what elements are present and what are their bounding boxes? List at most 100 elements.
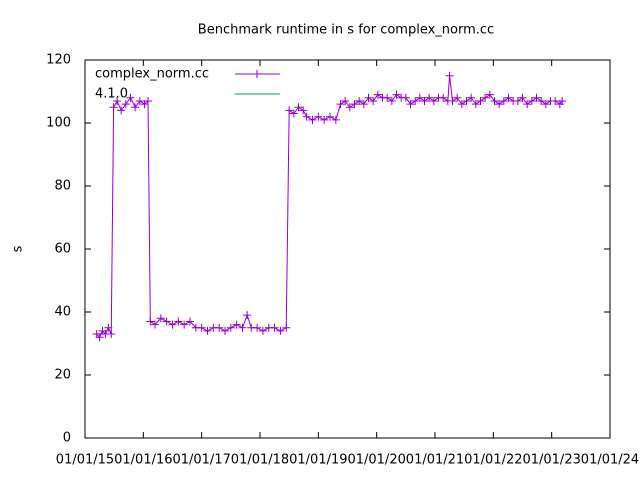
point-marker [174, 317, 183, 326]
point-marker [113, 96, 122, 105]
point-marker [308, 115, 317, 124]
point-marker [457, 100, 466, 109]
x-tick-label: 01/01/23 [522, 453, 580, 468]
point-marker [504, 93, 513, 102]
series-line [96, 75, 563, 339]
point-marker [420, 96, 429, 105]
point-marker [126, 93, 135, 102]
point-marker [448, 96, 457, 105]
y-tick-label: 60 [54, 242, 71, 257]
y-tick-label: 120 [46, 53, 71, 68]
point-marker [180, 320, 189, 329]
point-marker [144, 96, 152, 105]
point-marker [258, 326, 267, 335]
point-marker [558, 96, 567, 105]
x-tick-label: 01/01/16 [114, 453, 172, 468]
point-marker [299, 106, 308, 115]
point-marker [415, 93, 424, 102]
point-marker [135, 96, 144, 105]
point-marker [107, 330, 116, 339]
point-marker [226, 323, 235, 332]
y-tick-label: 100 [46, 116, 71, 131]
point-marker [373, 90, 382, 99]
point-marker [485, 90, 494, 99]
point-marker [523, 100, 532, 109]
point-marker [364, 93, 373, 102]
point-marker [285, 106, 294, 115]
point-marker [429, 96, 438, 105]
point-marker [445, 71, 454, 80]
point-marker [527, 96, 536, 105]
point-marker [411, 96, 420, 105]
x-tick-label: 01/01/17 [172, 453, 230, 468]
y-axis-label: s [11, 245, 26, 252]
legend-marker [253, 70, 261, 78]
x-tick-label: 01/01/15 [56, 453, 114, 468]
point-marker [481, 93, 490, 102]
point-marker [499, 96, 508, 105]
point-marker [238, 323, 247, 332]
point-marker [151, 320, 159, 329]
legend-label: 4.1.0 [95, 87, 128, 102]
point-marker [359, 100, 368, 109]
point-marker [162, 317, 171, 326]
point-marker [336, 100, 345, 109]
point-marker [467, 93, 476, 102]
point-marker [282, 323, 291, 332]
point-marker [537, 96, 546, 105]
point-marker [294, 103, 303, 112]
point-marker [341, 96, 350, 105]
point-marker [197, 323, 206, 332]
point-marker [541, 100, 550, 109]
x-tick-label: 01/01/21 [406, 453, 464, 468]
point-marker [276, 326, 285, 335]
point-marker [345, 103, 354, 112]
point-marker [117, 106, 126, 115]
point-marker [121, 100, 130, 109]
point-marker [156, 314, 165, 323]
point-marker [270, 323, 279, 332]
point-marker [387, 96, 396, 105]
point-marker [331, 115, 340, 124]
y-tick-label: 20 [54, 368, 71, 383]
x-tick-label: 01/01/24 [581, 453, 639, 468]
point-marker [518, 93, 527, 102]
point-marker [95, 333, 104, 342]
point-marker [215, 323, 224, 332]
point-marker [203, 326, 212, 335]
point-marker [392, 90, 401, 99]
point-marker [221, 326, 229, 335]
point-marker [289, 109, 298, 118]
point-marker [551, 96, 560, 105]
point-marker [495, 100, 504, 109]
point-marker [243, 311, 252, 320]
point-marker [406, 100, 415, 109]
point-marker [401, 93, 410, 102]
point-marker [532, 93, 541, 102]
point-marker [453, 93, 462, 102]
x-tick-label: 01/01/22 [464, 453, 522, 468]
point-marker [326, 112, 334, 121]
point-marker [320, 115, 329, 124]
point-marker [355, 96, 364, 105]
point-marker [168, 320, 177, 329]
point-marker [104, 323, 113, 332]
point-marker [476, 96, 485, 105]
point-marker [253, 323, 262, 332]
x-tick-label: 01/01/19 [289, 453, 347, 468]
legend-label: complex_norm.cc [95, 67, 209, 82]
point-marker [369, 96, 378, 105]
point-marker [314, 112, 323, 121]
y-tick-label: 0 [63, 431, 71, 446]
point-marker [425, 93, 434, 102]
point-marker [383, 93, 392, 102]
point-marker [302, 112, 311, 121]
x-tick-label: 01/01/18 [231, 453, 289, 468]
point-marker [513, 96, 522, 105]
y-tick-label: 40 [54, 305, 71, 320]
point-marker [109, 103, 118, 112]
y-tick-label: 80 [54, 179, 71, 194]
point-marker [131, 103, 140, 112]
chart-title: Benchmark runtime in s for complex_norm.… [198, 23, 494, 38]
